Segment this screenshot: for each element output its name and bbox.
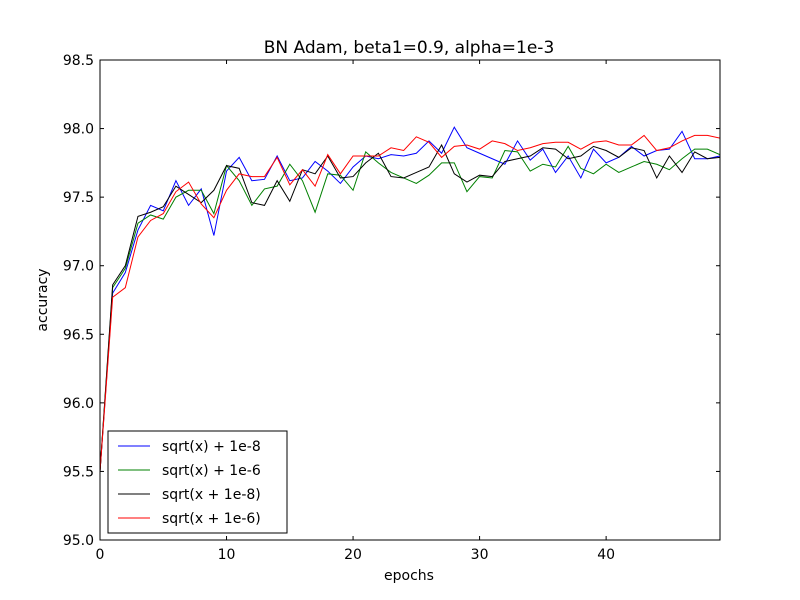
x-axis-label: epochs <box>384 568 434 584</box>
series-line-1 <box>100 126 720 472</box>
series-line-3 <box>100 143 720 472</box>
legend-label: sqrt(x + 1e-6) <box>162 511 261 527</box>
x-tick-label: 0 <box>96 547 105 563</box>
y-tick-label: 98.5 <box>63 53 94 69</box>
plot-area-frame <box>99 59 721 541</box>
x-tick-label: 40 <box>597 547 615 563</box>
legend-label: sqrt(x + 1e-8) <box>162 487 261 503</box>
series-line-2 <box>100 145 720 472</box>
y-axis-label: accuracy <box>35 268 51 331</box>
y-tick-label: 98.0 <box>63 122 94 138</box>
x-tick-label: 10 <box>218 547 236 563</box>
y-tick-label: 95.5 <box>63 464 94 480</box>
y-tick-label: 96.0 <box>63 396 94 412</box>
x-tick-label: 20 <box>344 547 362 563</box>
series-line-4 <box>100 134 720 472</box>
y-tick-label: 96.5 <box>63 327 94 343</box>
x-tick-label: 30 <box>471 547 489 563</box>
legend-label: sqrt(x) + 1e-6 <box>162 463 261 479</box>
legend-box <box>107 430 288 534</box>
y-tick-label: 95.0 <box>63 533 94 549</box>
legend-label: sqrt(x) + 1e-8 <box>162 439 261 455</box>
y-tick-label: 97.0 <box>63 259 94 275</box>
chart-title: BN Adam, beta1=0.9, alpha=1e-3 <box>264 38 555 58</box>
y-tick-label: 97.5 <box>63 190 94 206</box>
